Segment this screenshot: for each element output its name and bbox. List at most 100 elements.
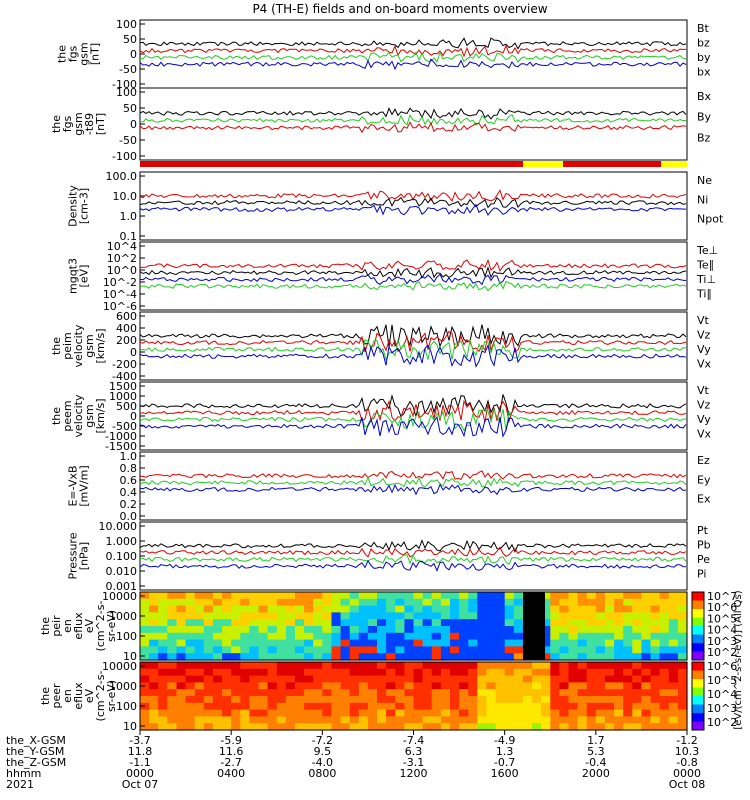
spectrogram-cell xyxy=(431,689,442,697)
spectrogram-cell xyxy=(468,668,478,677)
spectrogram-cell xyxy=(176,639,187,647)
spectrogram-cell xyxy=(522,689,533,697)
y-tick-label: 10^0 xyxy=(107,264,137,277)
y-axis-label-line: the xyxy=(50,337,63,355)
spectrogram-cell xyxy=(395,682,405,690)
spectrogram-cell xyxy=(513,675,524,683)
spectrogram-cell xyxy=(404,696,415,704)
spectrogram-cell xyxy=(677,662,688,670)
spectrogram-cell xyxy=(140,653,150,661)
y-axis-label-line: velocity xyxy=(72,324,85,367)
spectrogram-cell xyxy=(677,709,688,717)
spectrogram-cell xyxy=(285,709,296,717)
spectrogram-cell xyxy=(285,639,296,647)
panel-frame xyxy=(139,451,688,521)
spectrogram-cell xyxy=(304,626,314,634)
spectrogram-cell xyxy=(340,682,351,690)
spectrogram-cell xyxy=(240,612,250,620)
spectrogram-cell xyxy=(276,612,287,620)
spectrogram-cell xyxy=(340,626,351,634)
spectrogram-cell xyxy=(595,709,606,717)
spectrogram-cell xyxy=(413,668,424,677)
spectrogram-cell xyxy=(158,662,168,670)
spectrogram-cell xyxy=(386,605,396,613)
spectrogram-cell xyxy=(522,675,533,683)
spectrogram-cell xyxy=(358,653,369,661)
spectrogram-cell xyxy=(367,662,378,670)
spectrogram-cell xyxy=(504,689,515,697)
spectrogram-cell xyxy=(632,689,642,697)
spectrogram-cell xyxy=(313,689,323,697)
y-axis-label-line: en xyxy=(61,689,74,703)
spectrogram-cell xyxy=(632,619,642,627)
spectrogram-cell xyxy=(677,598,688,607)
spectrogram-cell xyxy=(203,592,214,600)
spectrogram-cell xyxy=(231,612,241,620)
spectrogram-cell xyxy=(322,619,332,627)
spectrogram-cell xyxy=(313,653,323,661)
spectrogram-cell xyxy=(595,723,606,731)
y-axis-label-line: [nPa] xyxy=(78,542,91,570)
spectrogram-cell xyxy=(367,709,378,717)
spectrogram-cell xyxy=(431,709,442,717)
spectrogram-cell xyxy=(176,626,187,634)
spectrogram-cell xyxy=(322,709,332,717)
spectrogram-cell xyxy=(258,716,269,724)
spectrogram-cell xyxy=(185,639,196,647)
spectrogram-cell xyxy=(504,605,515,613)
spectrogram-cell xyxy=(440,653,451,661)
spectrogram-cell xyxy=(468,598,478,607)
spectrogram-cell xyxy=(559,709,570,717)
spectrogram-cell xyxy=(632,605,642,613)
spectrogram-cell xyxy=(550,716,560,724)
spectrogram-cell xyxy=(586,626,597,634)
spectrogram-cell xyxy=(459,723,469,731)
spectrogram-cell xyxy=(276,646,287,654)
spectrogram-cell xyxy=(677,626,688,634)
spectrogram-cell xyxy=(158,689,168,697)
spectrogram-cell xyxy=(559,653,570,661)
spectrogram-cell xyxy=(367,592,378,600)
spectrogram-cell xyxy=(513,662,524,670)
spectrogram-cell xyxy=(577,723,588,731)
spectrogram-cell xyxy=(477,646,487,654)
legend-Bz: Bz xyxy=(697,131,711,144)
spectrogram-cell xyxy=(440,619,451,627)
spectrogram-cell xyxy=(650,598,661,607)
spectrogram-cell xyxy=(413,689,424,697)
spectrogram-cell xyxy=(203,598,214,607)
spectrogram-cell xyxy=(495,682,506,690)
spectrogram-cell xyxy=(167,689,177,697)
spectrogram-cell xyxy=(504,653,515,661)
spectrogram-cell xyxy=(340,723,351,731)
spectrogram-cell xyxy=(486,709,497,717)
spectrogram-cell xyxy=(486,639,497,647)
spectrogram-cell xyxy=(386,709,396,717)
series-line-Te⊥ xyxy=(139,258,687,272)
spectrogram-cell xyxy=(477,682,487,690)
spectrogram-cell xyxy=(340,598,351,607)
y-tick-label: -100 xyxy=(112,78,137,91)
spectrogram-cell xyxy=(194,598,205,607)
spectrogram-cell xyxy=(285,675,296,683)
spectrogram-cell xyxy=(605,605,615,613)
spectrogram-cell xyxy=(404,653,415,661)
spectrogram-cell xyxy=(459,668,469,677)
spectrogram-cell xyxy=(641,682,652,690)
spectrogram-cell xyxy=(668,592,679,600)
spectrogram-cell xyxy=(285,646,296,654)
spectrogram-cell xyxy=(623,646,633,654)
spectrogram-cell xyxy=(550,619,560,627)
spectrogram-cell xyxy=(486,723,497,731)
spectrogram-cell xyxy=(468,592,478,600)
spectrogram-cell xyxy=(222,716,232,724)
spectrogram-cell xyxy=(623,675,633,683)
spectrogram-cell xyxy=(304,646,314,654)
spectrogram-cell xyxy=(431,662,442,670)
spectrogram-cell xyxy=(222,626,232,634)
spectrogram-cell xyxy=(267,605,278,613)
spectrogram-cell xyxy=(304,696,314,704)
spectrogram-cell xyxy=(541,675,551,683)
spectrogram-cell xyxy=(358,632,369,641)
